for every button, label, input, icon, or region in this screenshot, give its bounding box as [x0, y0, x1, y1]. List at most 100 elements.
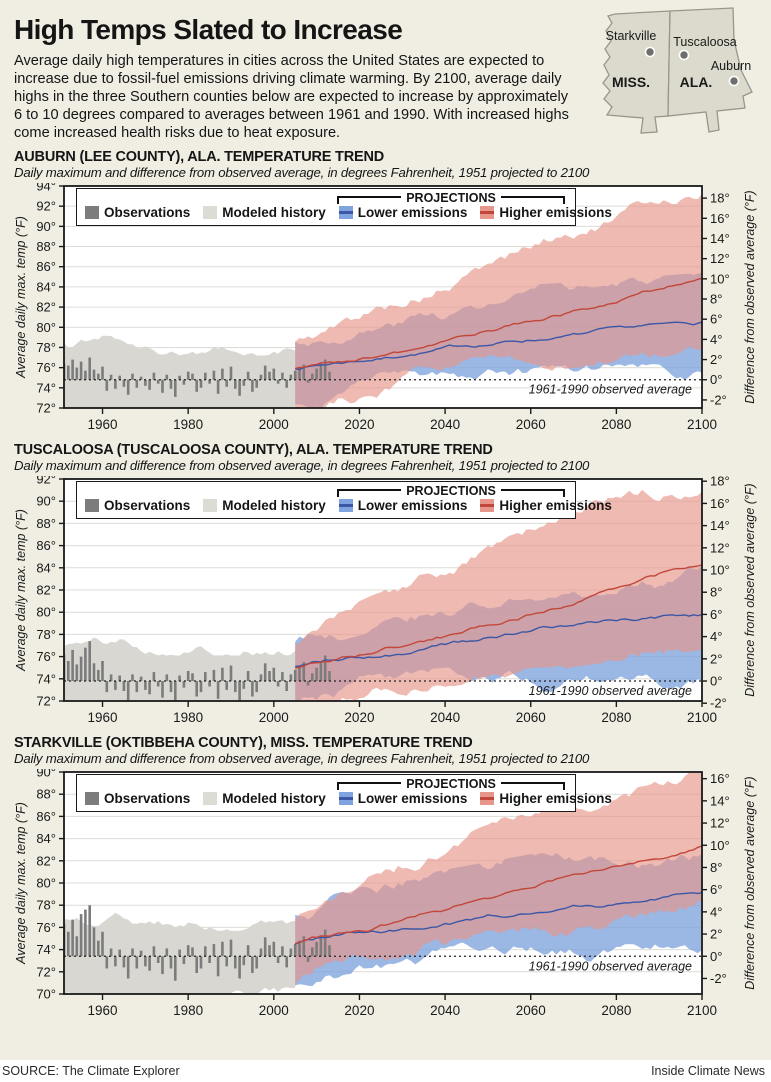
svg-text:72°: 72° [36, 694, 56, 709]
starkville-dot [644, 46, 656, 58]
svg-text:84°: 84° [36, 832, 56, 847]
svg-text:88°: 88° [36, 516, 56, 531]
chart-block-starkville: STARKVILLE (OKTIBBEHA COUNTY), MISS. TEM… [0, 735, 771, 1021]
legend-higher-emissions: Higher emissions [480, 205, 612, 220]
svg-text:2080: 2080 [601, 710, 631, 725]
legend-observations: Observations [85, 498, 190, 513]
svg-text:74°: 74° [36, 943, 56, 958]
svg-text:8°: 8° [710, 860, 722, 875]
svg-text:88°: 88° [36, 240, 56, 255]
svg-text:1961-1990 observed average: 1961-1990 observed average [529, 960, 692, 974]
svg-text:80°: 80° [36, 320, 56, 335]
modeled-history-swatch [203, 792, 218, 806]
svg-text:76°: 76° [36, 361, 56, 376]
svg-text:-2°: -2° [710, 971, 727, 986]
svg-text:10°: 10° [710, 272, 730, 287]
auburn-label: Auburn [711, 59, 751, 73]
chart-legend: PROJECTIONS Observations Modeled history… [76, 481, 612, 520]
observations-swatch [85, 206, 99, 220]
svg-text:2060: 2060 [516, 417, 546, 432]
legend-lower-emissions: Lower emissions [338, 498, 467, 513]
svg-text:4°: 4° [710, 905, 722, 920]
miss-label: MISS. [612, 74, 650, 90]
svg-text:2000: 2000 [259, 710, 289, 725]
svg-text:18°: 18° [710, 191, 730, 206]
chart-title-tuscaloosa: TUSCALOOSA (TUSCALOOSA COUNTY), ALA. TEM… [14, 442, 493, 459]
svg-text:76°: 76° [36, 920, 56, 935]
locator-map-svg: Starkville Tuscaloosa Auburn MISS. ALA. [602, 7, 753, 134]
svg-text:92°: 92° [36, 476, 56, 487]
svg-text:8°: 8° [710, 585, 722, 600]
svg-text:86°: 86° [36, 260, 56, 275]
svg-text:74°: 74° [36, 381, 56, 396]
svg-text:2080: 2080 [601, 1003, 631, 1018]
svg-text:2°: 2° [710, 927, 722, 942]
svg-text:72°: 72° [36, 965, 56, 980]
svg-text:10°: 10° [710, 838, 730, 853]
svg-text:1980: 1980 [173, 710, 203, 725]
projections-bracket: PROJECTIONS [337, 485, 565, 498]
svg-text:1961-1990 observed average: 1961-1990 observed average [529, 684, 692, 698]
legend-modeled-history: Modeled history [203, 498, 326, 513]
chart-legend: PROJECTIONS Observations Modeled history… [76, 188, 612, 227]
svg-text:2100: 2100 [687, 710, 717, 725]
chart-legend: PROJECTIONS Observations Modeled history… [76, 774, 612, 813]
observations-swatch [85, 499, 99, 513]
lower-emissions-swatch [338, 792, 353, 806]
chart-block-tuscaloosa: TUSCALOOSA (TUSCALOOSA COUNTY), ALA. TEM… [0, 442, 771, 728]
svg-text:12°: 12° [710, 541, 730, 556]
tuscaloosa-dot [678, 49, 690, 61]
svg-text:2000: 2000 [259, 1003, 289, 1018]
svg-text:1980: 1980 [173, 1003, 203, 1018]
svg-text:12°: 12° [710, 816, 730, 831]
auburn-dot [728, 75, 740, 87]
svg-text:1961-1990 observed average: 1961-1990 observed average [529, 383, 692, 397]
chart-title-starkville: STARKVILLE (OKTIBBEHA COUNTY), MISS. TEM… [14, 735, 473, 752]
svg-text:4°: 4° [710, 332, 722, 347]
svg-text:74°: 74° [36, 672, 56, 687]
higher-emissions-swatch [480, 792, 495, 806]
projections-label: PROJECTIONS [406, 191, 496, 206]
svg-text:2020: 2020 [344, 417, 374, 432]
svg-text:8°: 8° [710, 292, 722, 307]
source-credit: SOURCE: The Climate Explorer [2, 1064, 180, 1078]
svg-text:14°: 14° [710, 231, 730, 246]
alabama-shape [667, 7, 753, 133]
svg-text:14°: 14° [710, 794, 730, 809]
tuscaloosa-label: Tuscaloosa [673, 35, 737, 49]
svg-text:1960: 1960 [88, 1003, 118, 1018]
svg-text:2020: 2020 [344, 710, 374, 725]
footer: SOURCE: The Climate Explorer Inside Clim… [0, 1060, 771, 1082]
starkville-label: Starkville [606, 29, 657, 43]
legend-modeled-history: Modeled history [203, 791, 326, 806]
svg-text:0°: 0° [710, 949, 722, 964]
svg-text:10°: 10° [710, 563, 730, 578]
svg-text:2000: 2000 [259, 417, 289, 432]
svg-text:1960: 1960 [88, 710, 118, 725]
chart-block-auburn: AUBURN (LEE COUNTY), ALA. TEMPERATURE TR… [0, 149, 771, 435]
svg-text:-2°: -2° [710, 696, 727, 711]
svg-text:-2°: -2° [710, 393, 727, 408]
svg-text:0°: 0° [710, 674, 722, 689]
svg-text:78°: 78° [36, 898, 56, 913]
modeled-history-swatch [203, 206, 218, 220]
projections-bracket: PROJECTIONS [337, 191, 565, 206]
svg-text:Difference from observed avera: Difference from observed average (°F) [743, 484, 757, 697]
svg-text:88°: 88° [36, 787, 56, 802]
chart-subtitle-tuscaloosa: Daily maximum and difference from observ… [14, 458, 590, 474]
svg-text:90°: 90° [36, 769, 56, 780]
svg-text:Average daily max. temp (°F): Average daily max. temp (°F) [14, 510, 28, 673]
svg-text:6°: 6° [710, 607, 722, 622]
svg-text:90°: 90° [36, 494, 56, 509]
higher-emissions-swatch [480, 206, 495, 220]
svg-text:84°: 84° [36, 561, 56, 576]
lower-emissions-swatch [338, 206, 353, 220]
intro-text: Average daily high temperatures in citie… [14, 53, 569, 142]
svg-text:82°: 82° [36, 583, 56, 598]
svg-text:1980: 1980 [173, 417, 203, 432]
svg-text:14°: 14° [710, 519, 730, 534]
svg-text:Difference from observed avera: Difference from observed average (°F) [743, 191, 757, 404]
svg-text:82°: 82° [36, 300, 56, 315]
svg-text:6°: 6° [710, 883, 722, 898]
